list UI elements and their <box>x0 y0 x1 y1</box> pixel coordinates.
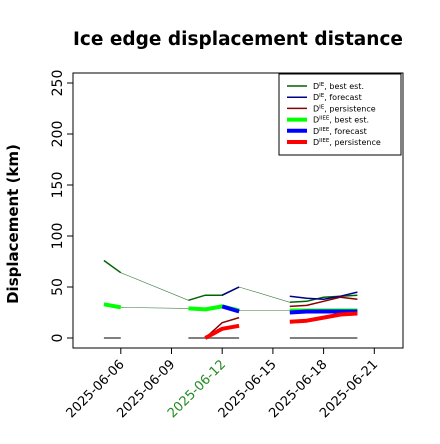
series-line-4 <box>221 304 240 314</box>
y-axis-label: Displacement (km) <box>4 144 22 304</box>
series-line-0 <box>103 259 122 274</box>
legend-label: DIIEE, persistence <box>313 138 381 147</box>
series-connector <box>120 307 189 309</box>
series-line-5 <box>204 323 240 340</box>
y-tick-label: 250 <box>50 70 66 97</box>
legend: DIE, best est. DIE, forecast DIE, persiste… <box>278 73 402 156</box>
legend-label: DIIEE, forecast <box>313 127 367 136</box>
legend-label: DIE, best est. <box>313 82 364 91</box>
series-line-2 <box>289 296 358 308</box>
series-line-5 <box>289 311 358 324</box>
legend-label: DIE, persistence <box>313 104 376 113</box>
series-line-1 <box>221 286 240 296</box>
series-line-0 <box>289 294 358 304</box>
legend-label: DIE, forecast <box>313 93 362 102</box>
y-tick-label: 50 <box>50 278 66 296</box>
series-connector <box>239 286 290 303</box>
y-tick-label: 150 <box>50 172 66 199</box>
series-line-3 <box>103 302 122 310</box>
series-line-4 <box>289 309 358 315</box>
chart-title: Ice edge displacement distance <box>73 29 403 50</box>
legend-label: DIIEE, best est. <box>313 116 369 125</box>
y-tick-label: 0 <box>50 334 66 343</box>
y-tick-label: 200 <box>50 121 66 148</box>
series-line-1 <box>289 291 358 300</box>
plot-frame <box>72 72 404 349</box>
y-tick-label: 100 <box>50 223 66 250</box>
series-connector <box>120 272 189 301</box>
